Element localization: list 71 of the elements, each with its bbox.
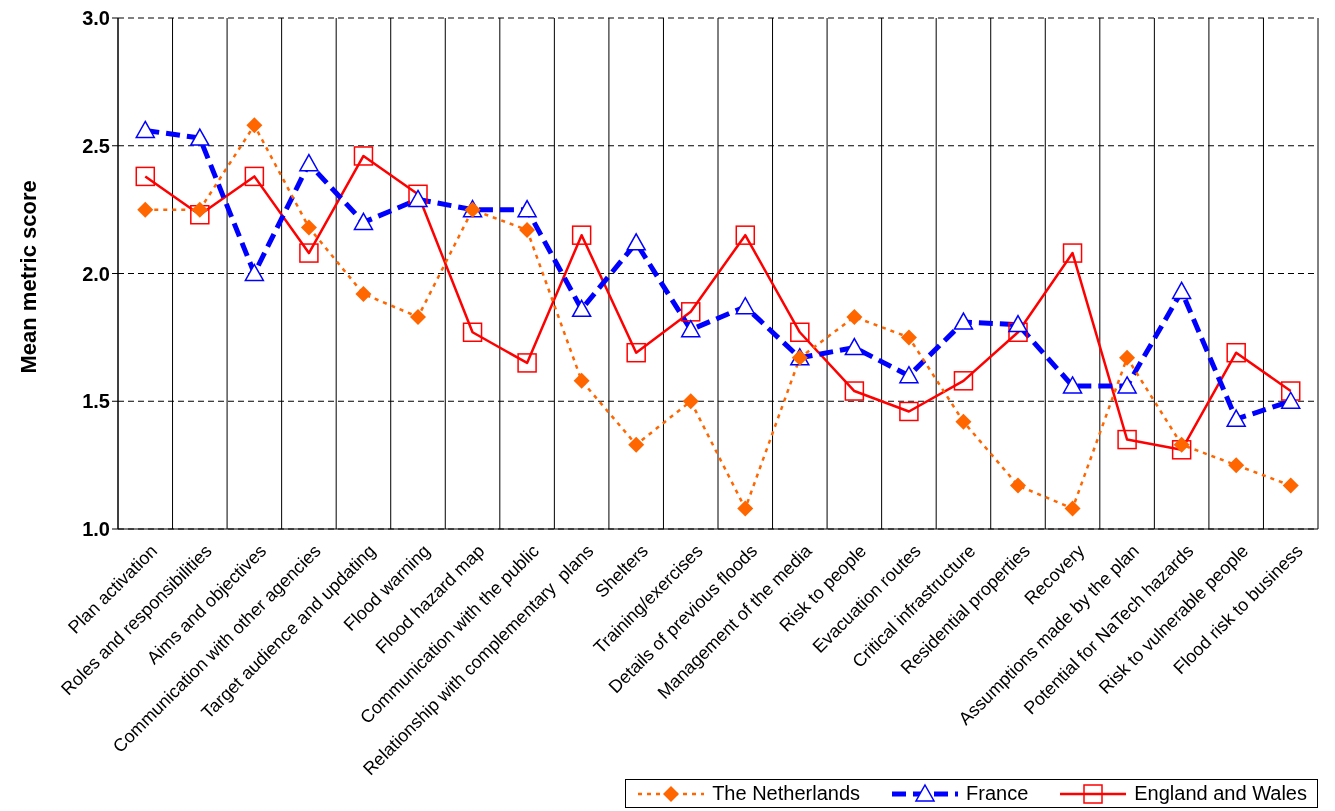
y-tick-label: 2.5 [82,134,110,157]
point [1119,349,1136,366]
y-tick-label: 2.0 [82,262,110,285]
point [408,184,428,205]
point [735,225,756,245]
point [573,372,590,389]
point [135,120,156,139]
point [353,212,374,231]
point [1064,500,1081,517]
point [190,204,210,225]
point [462,322,483,343]
point [899,365,919,384]
point [191,201,208,218]
point [571,299,592,318]
point [1171,281,1192,300]
point [244,166,265,187]
point [519,222,536,239]
point [410,308,426,325]
point [1062,376,1083,394]
point [355,285,372,302]
point [137,201,154,218]
point [899,401,919,422]
point [300,219,317,236]
point [790,322,810,343]
point [1008,322,1028,343]
point [571,225,592,245]
point [1117,376,1137,394]
legend-label: England and Wales [1134,782,1307,805]
point [517,353,537,373]
point [1280,381,1301,401]
point [1117,429,1137,450]
point [1226,342,1246,363]
point [1280,391,1301,409]
point [299,243,319,263]
point [844,337,865,356]
y-tick-label: 1.0 [82,518,110,541]
point [953,312,974,330]
point [953,371,974,391]
point [626,233,646,251]
point [1010,477,1026,494]
point [1226,409,1246,427]
point [844,381,865,401]
point [1171,440,1192,460]
y-axis-title: Mean metric score [15,180,41,374]
point [1173,436,1190,453]
point [517,199,537,218]
point [299,153,319,172]
point [846,308,863,325]
point [353,146,374,166]
point [190,128,210,146]
point [900,329,917,346]
point [244,263,265,282]
point [626,342,646,363]
point [1062,243,1083,263]
point [1282,477,1299,494]
point [628,436,645,453]
point [246,117,263,134]
point [680,319,701,338]
y-tick-label: 1.5 [82,390,110,413]
y-tick-label: 3.0 [82,7,110,30]
point [135,166,156,187]
point [737,500,754,517]
legend-label: France [966,782,1029,805]
point [1008,314,1028,333]
legend-label: The Netherlands [712,782,861,805]
point [955,413,972,430]
point [408,189,428,208]
point [1228,457,1245,474]
point [735,296,756,315]
point [680,302,701,322]
point [682,393,699,410]
